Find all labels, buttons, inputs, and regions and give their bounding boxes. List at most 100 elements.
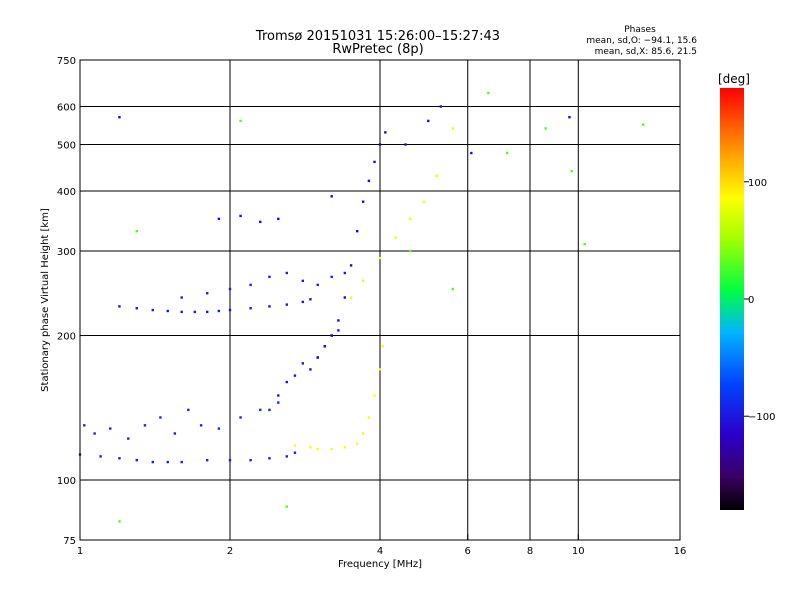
data-point <box>187 408 190 412</box>
data-point <box>239 119 242 123</box>
x-tick-label: 4 <box>377 546 383 557</box>
data-point <box>378 143 382 146</box>
data-point <box>309 446 312 449</box>
data-point <box>217 309 221 313</box>
data-point <box>343 271 347 275</box>
colorbar-label: [deg] <box>718 72 750 86</box>
phase-stats-o: mean, sd,O: −94.1, 15.6 <box>586 36 697 46</box>
data-point <box>135 307 138 310</box>
data-point <box>199 424 203 427</box>
data-point <box>378 256 382 260</box>
data-point <box>180 460 183 464</box>
data-point <box>118 457 121 460</box>
data-point <box>249 283 252 287</box>
y-tick-label: 600 <box>57 103 76 114</box>
data-point <box>135 229 138 233</box>
data-point <box>583 242 586 246</box>
data-point <box>83 424 86 427</box>
data-point <box>205 310 209 314</box>
data-point <box>330 275 333 279</box>
y-tick-label: 400 <box>57 187 76 198</box>
data-point <box>361 279 365 283</box>
data-point <box>337 329 340 332</box>
data-point <box>301 362 305 365</box>
data-point <box>404 143 407 146</box>
data-point <box>118 520 121 523</box>
data-point <box>451 287 455 291</box>
data-point <box>159 416 162 419</box>
data-point <box>205 458 209 462</box>
data-point <box>330 195 333 198</box>
colorbar <box>720 88 744 510</box>
data-point <box>470 151 473 155</box>
data-point <box>166 460 169 464</box>
data-point <box>268 408 271 412</box>
colorbar-tick-label: 0 <box>748 295 754 306</box>
y-axis-ticks: 75 100 200 300 400 500 600 750 <box>57 56 86 547</box>
data-point <box>285 455 288 458</box>
data-point <box>381 345 384 348</box>
data-point <box>151 308 155 312</box>
data-point <box>217 217 221 221</box>
data-point <box>349 264 353 267</box>
data-points <box>78 91 645 523</box>
data-point <box>239 416 242 419</box>
data-point <box>127 437 130 440</box>
data-point <box>118 305 121 308</box>
data-point <box>99 455 102 458</box>
data-point <box>367 179 371 183</box>
x-tick-label: 16 <box>674 546 687 557</box>
data-point <box>293 451 297 454</box>
data-point <box>277 217 280 221</box>
chart-title: Tromsø 20151031 15:26:00–15:27:43 <box>255 29 500 44</box>
y-tick-label: 100 <box>57 476 76 487</box>
data-point <box>180 296 183 299</box>
data-point <box>217 427 221 430</box>
x-tick-label: 8 <box>527 546 533 557</box>
data-point <box>166 309 169 313</box>
data-point <box>355 229 359 233</box>
colorbar-ticks: 100 0 −100 <box>744 178 775 423</box>
phase-stats-x: mean, sd,X: 85.6, 21.5 <box>595 47 697 57</box>
data-point <box>239 214 242 218</box>
data-point <box>642 123 645 126</box>
data-point <box>394 236 397 239</box>
data-point <box>487 91 490 95</box>
data-point <box>268 275 271 279</box>
x-tick-label: 2 <box>227 546 233 557</box>
x-tick-label: 1 <box>77 546 83 557</box>
data-point <box>293 444 297 447</box>
data-point <box>422 200 426 203</box>
colorbar-tick-label: 100 <box>748 178 767 189</box>
data-point <box>361 200 365 203</box>
data-point <box>384 131 387 134</box>
data-point <box>409 217 412 221</box>
data-point <box>439 105 443 108</box>
data-point <box>378 368 382 371</box>
x-tick-label: 10 <box>572 546 585 557</box>
y-tick-label: 750 <box>57 56 76 67</box>
data-point <box>373 160 376 164</box>
data-point <box>451 127 455 130</box>
data-point <box>544 127 547 130</box>
data-point <box>361 432 365 435</box>
data-point <box>316 283 319 287</box>
y-tick-label: 200 <box>57 332 76 343</box>
data-point <box>343 296 347 299</box>
data-point <box>228 308 232 312</box>
data-point <box>193 310 197 314</box>
data-point <box>249 307 252 310</box>
grid-lines <box>80 60 680 540</box>
data-point <box>316 356 319 359</box>
data-point <box>330 447 333 451</box>
chart-subtitle: RwPretec (8p) <box>332 42 423 57</box>
data-point <box>316 447 319 451</box>
data-point <box>268 457 271 460</box>
data-point <box>373 394 376 397</box>
x-tick-label: 6 <box>465 546 471 557</box>
y-tick-label: 500 <box>57 141 76 152</box>
data-point <box>228 287 232 291</box>
data-point <box>118 116 121 119</box>
x-axis-ticks: 1 2 4 6 8 10 16 <box>77 534 687 557</box>
